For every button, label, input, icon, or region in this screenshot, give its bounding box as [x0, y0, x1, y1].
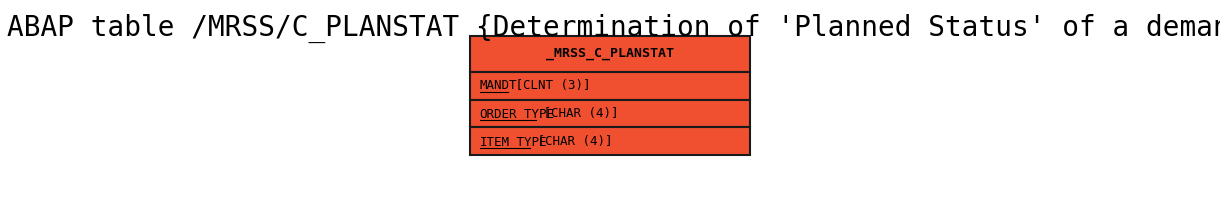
FancyBboxPatch shape [470, 36, 750, 72]
FancyBboxPatch shape [470, 127, 750, 155]
FancyBboxPatch shape [470, 72, 750, 100]
Text: _MRSS_C_PLANSTAT: _MRSS_C_PLANSTAT [547, 47, 673, 60]
Text: ITEM_TYPE: ITEM_TYPE [479, 135, 547, 148]
Text: [CLNT (3)]: [CLNT (3)] [508, 79, 590, 92]
Text: SAP ABAP table /MRSS/C_PLANSTAT {Determination of 'Planned Status' of a demand'}: SAP ABAP table /MRSS/C_PLANSTAT {Determi… [0, 14, 1220, 43]
FancyBboxPatch shape [470, 100, 750, 127]
Text: MANDT: MANDT [479, 79, 517, 92]
Text: ORDER_TYPE: ORDER_TYPE [479, 107, 555, 120]
Text: [CHAR (4)]: [CHAR (4)] [536, 107, 619, 120]
Text: [CHAR (4)]: [CHAR (4)] [531, 135, 612, 148]
